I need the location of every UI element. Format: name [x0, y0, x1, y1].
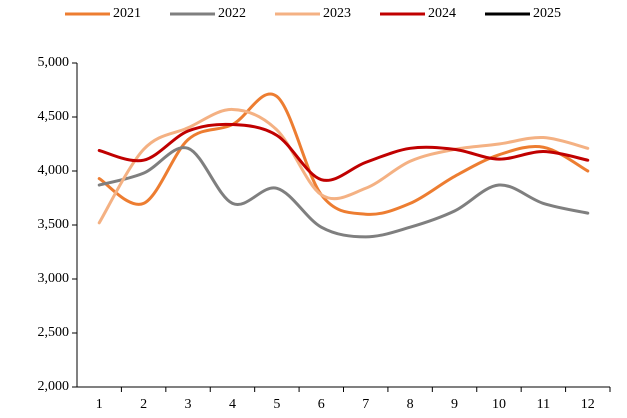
- x-tick-label: 9: [451, 397, 458, 412]
- x-tick-label: 12: [581, 397, 595, 412]
- y-tick-label: 3,000: [38, 271, 70, 286]
- legend-label: 2023: [323, 6, 351, 21]
- y-tick-label: 5,000: [38, 55, 70, 70]
- x-tick-label: 3: [185, 397, 192, 412]
- x-tick-label: 5: [273, 397, 280, 412]
- legend-label: 2022: [218, 6, 246, 21]
- legend-label: 2021: [113, 6, 141, 21]
- x-tick-label: 11: [537, 397, 550, 412]
- series-line: [97, 107, 590, 225]
- x-tick-label: 4: [229, 397, 236, 412]
- y-tick-label: 4,500: [38, 109, 70, 124]
- x-tick-label: 8: [407, 397, 414, 412]
- series-line: [97, 122, 590, 182]
- x-tick-label: 10: [492, 397, 506, 412]
- y-tick-label: 4,000: [38, 163, 70, 178]
- legend-label: 2024: [428, 6, 456, 21]
- y-tick-label: 2,000: [38, 379, 70, 394]
- legend-label: 2025: [533, 6, 561, 21]
- series-line: [97, 146, 590, 239]
- y-tick-label: 2,500: [38, 325, 70, 340]
- y-tick-label: 3,500: [38, 217, 70, 232]
- x-tick-label: 6: [318, 397, 325, 412]
- x-tick-label: 2: [140, 397, 147, 412]
- x-tick-label: 1: [96, 397, 103, 412]
- x-tick-label: 7: [362, 397, 369, 412]
